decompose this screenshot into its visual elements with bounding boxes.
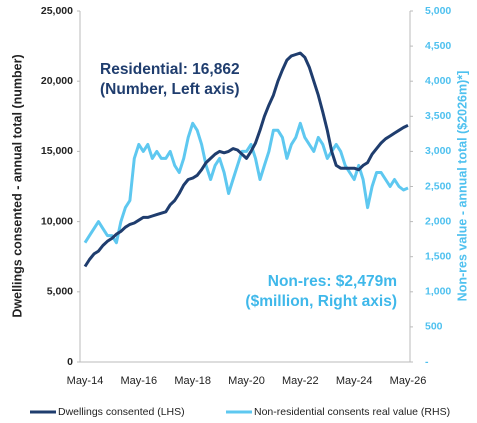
- y-tick-label: 10,000: [41, 215, 73, 227]
- series-line: [83, 51, 409, 268]
- x-tick-label: May-26: [390, 375, 427, 387]
- annotation: ($million, Right axis): [245, 293, 397, 310]
- y2-tick-label: 5,000: [425, 5, 451, 17]
- x-tick-label: May-18: [174, 375, 211, 387]
- y-tick-label: 25,000: [41, 5, 73, 17]
- y2-tick-label: 3,500: [425, 110, 451, 122]
- y-tick-label: 20,000: [41, 75, 73, 87]
- y2-tick-label: 1,000: [425, 286, 451, 298]
- y2-tick-label: 2,500: [425, 180, 451, 192]
- annotation: Non-res: $2,479m: [268, 273, 397, 290]
- y2-tick-label: 4,500: [425, 40, 451, 52]
- y2-tick-label: 500: [425, 321, 443, 333]
- x-tick-label: May-22: [282, 375, 319, 387]
- y2-axis-label: Non-res value - annual total ($2026m)*]: [455, 71, 469, 302]
- x-tick-label: May-14: [67, 375, 104, 387]
- x-tick-label: May-24: [336, 375, 373, 387]
- legend-label: Dwellings consented (LHS): [58, 406, 185, 418]
- y2-tick-label: 3,000: [425, 145, 451, 157]
- y2-tick-label: -: [425, 356, 429, 368]
- x-tick-label: May-16: [120, 375, 157, 387]
- y-tick-label: 0: [67, 356, 73, 368]
- y2-tick-label: 1,500: [425, 250, 451, 262]
- legend-label: Non-residential consents real value (RHS…: [254, 406, 450, 418]
- series-line: [83, 121, 409, 245]
- annotation: Residential: 16,862: [100, 61, 240, 78]
- annotation: (Number, Left axis): [100, 81, 240, 98]
- y-tick-label: 15,000: [41, 145, 73, 157]
- x-tick-label: May-20: [228, 375, 265, 387]
- y-axis-label: Dwellings consented - annual total (numb…: [10, 54, 24, 317]
- y-tick-label: 5,000: [47, 286, 73, 298]
- y2-tick-label: 4,000: [425, 75, 451, 87]
- y2-tick-label: 2,000: [425, 215, 451, 227]
